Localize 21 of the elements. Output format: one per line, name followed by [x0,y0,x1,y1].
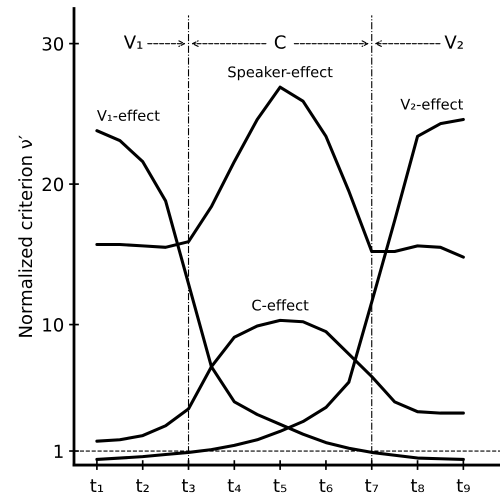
annotation: C [274,35,286,49]
x-tick-label: t₂ [136,479,149,492]
x-tick-label: t₇ [365,479,378,492]
series-label: V₁-effect [97,110,160,121]
x-tick-label: t₄ [228,479,241,492]
y-tick-label: 10 [43,318,64,332]
x-tick-label: t₆ [319,479,333,492]
x-tick-label: t₈ [410,479,424,492]
x-tick-label: t₉ [456,479,470,492]
x-tick-label: t₃ [182,479,195,492]
series-label: Speaker-effect [228,66,333,80]
y-tick-label: 20 [42,178,64,192]
y-axis-title: Normalized criterion ν′ [18,135,32,337]
annotation: V₂ [444,35,463,49]
y-tick-label: 30 [42,37,64,51]
series-label: C-effect [252,299,308,311]
y-tick-label: 1 [54,444,63,458]
x-tick-label: t₅ [273,479,286,492]
x-tick-label: t₁ [90,479,104,492]
series-label: V₂-effect [400,98,464,110]
annotation: V₁ [124,35,142,49]
